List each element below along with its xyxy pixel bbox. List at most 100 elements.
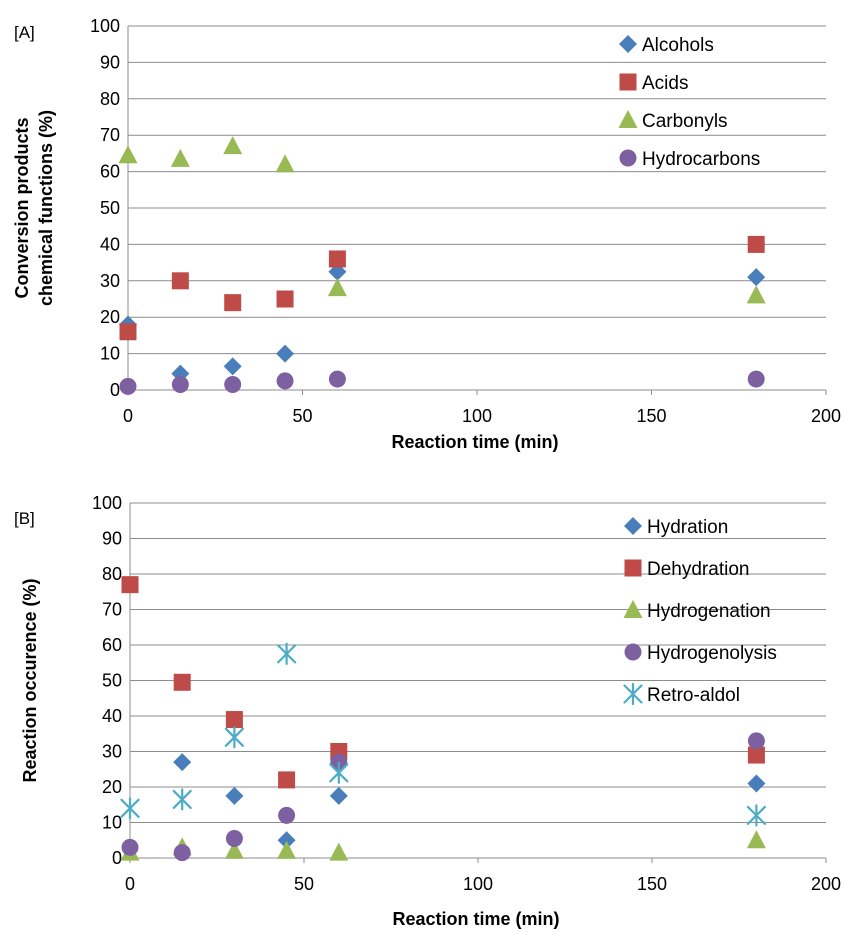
legend: Hydration Dehydration Hydrogenation Hydroge…	[623, 517, 777, 706]
data-point	[747, 732, 765, 750]
data-point	[747, 268, 766, 287]
data-point	[747, 235, 765, 253]
x-tick-label: 0	[123, 406, 133, 426]
data-point	[223, 357, 242, 376]
data-point	[170, 148, 190, 167]
data-point	[120, 797, 140, 820]
y-tick-label: 80	[100, 89, 120, 109]
data-point	[225, 711, 243, 729]
series-carbonyls	[118, 136, 766, 304]
data-point	[746, 285, 766, 304]
data-point	[277, 840, 297, 859]
y-tick-label: 20	[100, 307, 120, 327]
y-tick-label: 100	[90, 16, 120, 36]
data-point	[275, 154, 295, 173]
data-point	[328, 370, 346, 388]
y-tick-label: 90	[100, 52, 120, 72]
legend-label: Acids	[642, 73, 688, 94]
data-point	[119, 377, 137, 395]
data-point	[276, 372, 294, 390]
x-axis-title: Reaction time (min)	[392, 909, 559, 929]
series-hydrogenation	[120, 830, 766, 861]
data-point	[225, 786, 244, 805]
y-tick-label: 90	[102, 529, 122, 549]
y-tick-label: 70	[100, 125, 120, 145]
x-tick-label: 200	[811, 406, 841, 426]
y-tick-label: 30	[102, 742, 122, 762]
data-point	[224, 294, 242, 312]
y-tick-label: 10	[100, 344, 120, 364]
data-point	[329, 761, 349, 784]
data-point	[224, 840, 244, 859]
data-point	[276, 344, 295, 363]
x-tick-label: 100	[463, 874, 493, 894]
series-acids	[119, 235, 765, 341]
data-point	[327, 278, 347, 297]
legend-marker	[624, 559, 642, 577]
data-point	[171, 376, 189, 394]
x-tick-label: 50	[292, 406, 312, 426]
y-tick-label: 10	[102, 813, 122, 833]
series-retro-aldol	[120, 642, 767, 827]
data-point	[171, 272, 189, 290]
legend-label: Carbonyls	[642, 111, 728, 132]
y-tick-label: 60	[100, 162, 120, 182]
y-tick-label: 60	[102, 635, 122, 655]
chart-panel-b: 0 10 20 30 40 50 60 70 80 90 100 0 50 100 150 200 [B] Rea…	[14, 493, 841, 929]
y-tick-label: 50	[100, 198, 120, 218]
data-point	[328, 250, 346, 268]
legend-marker	[618, 110, 638, 128]
y-tick-label: 50	[102, 671, 122, 691]
x-tick-label: 150	[637, 874, 667, 894]
data-point	[276, 290, 294, 308]
data-point	[223, 136, 243, 155]
x-axis-title: Reaction time (min)	[391, 432, 558, 452]
data-point	[747, 774, 766, 793]
y-tick-label: 40	[100, 234, 120, 254]
y-tick-label: 20	[102, 777, 122, 797]
x-tick-label: 150	[636, 406, 666, 426]
x-tick-label: 50	[294, 874, 314, 894]
data-point	[121, 838, 139, 856]
data-point	[277, 642, 297, 665]
data-point	[329, 842, 349, 861]
data-point	[121, 576, 139, 594]
data-point	[746, 804, 767, 827]
legend-marker	[623, 682, 643, 706]
panel-label: [B]	[14, 509, 35, 528]
y-tick-label: 100	[92, 493, 122, 513]
series-hydrogenolysis	[121, 732, 765, 862]
y-tick-label: 80	[102, 564, 122, 584]
y-axis-title: Conversion products chemical functions (%…	[12, 110, 56, 306]
legend-label: Hydrocarbons	[642, 149, 760, 170]
y-axis-title: Reaction occurence (%)	[20, 578, 40, 782]
data-point	[118, 145, 138, 164]
data-point	[173, 673, 191, 691]
data-point	[173, 844, 191, 862]
legend-label: Hydrogenation	[647, 601, 771, 622]
x-tick-label: 100	[462, 406, 492, 426]
legend-marker	[619, 73, 637, 91]
data-point	[173, 753, 192, 772]
legend-marker	[624, 517, 642, 535]
y-tick-label: 40	[102, 706, 122, 726]
legend-label: Dehydration	[647, 559, 749, 580]
chart-panel-a: 0 10 20 30 40 50 60 70 80 90 100 0 50 100 150 200 [A] Rea…	[12, 16, 841, 452]
y-tick-label: 70	[102, 600, 122, 620]
y-tick-label: 0	[112, 848, 122, 868]
legend-marker	[624, 643, 642, 661]
data-point	[278, 806, 296, 824]
legend-label: Hydrogenolysis	[647, 643, 777, 664]
series-hydrocarbons	[119, 370, 765, 395]
data-point	[225, 829, 243, 847]
data-point	[747, 370, 765, 388]
legend-marker	[619, 149, 637, 167]
data-point	[747, 746, 765, 764]
panel-label: [A]	[14, 23, 35, 42]
data-point	[329, 786, 348, 805]
legend-label: Retro-aldol	[647, 685, 740, 706]
series-hydration	[173, 753, 766, 850]
data-point	[119, 323, 137, 341]
x-tick-label: 0	[125, 874, 135, 894]
